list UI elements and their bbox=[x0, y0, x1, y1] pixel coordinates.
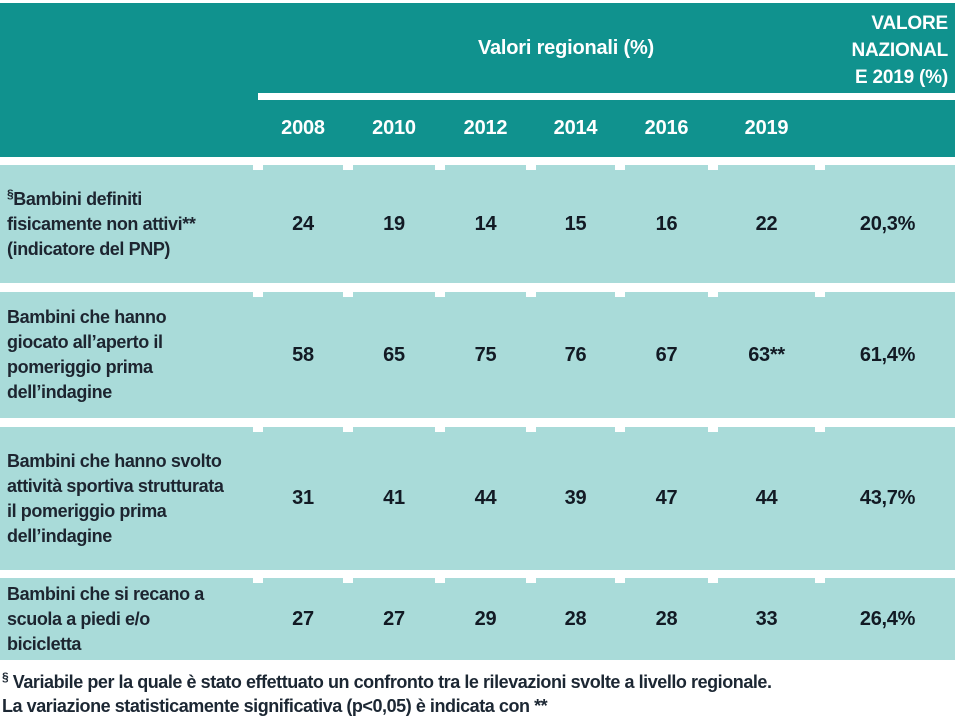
row-separator bbox=[0, 283, 955, 292]
value-cell: 29 bbox=[435, 578, 531, 660]
value-cell: 24 bbox=[253, 165, 348, 283]
table-row: §Bambini definiti fisicamente non attivi… bbox=[0, 165, 955, 283]
national-value-cell: 20,3% bbox=[815, 165, 955, 283]
regional-values-header: Valori regionali (%) bbox=[258, 3, 820, 93]
year-header-2010: 2010 bbox=[348, 100, 440, 157]
value-cell: 41 bbox=[343, 427, 440, 570]
value-cell: 14 bbox=[435, 165, 531, 283]
table-row: Bambini che si recano a scuola a piedi e… bbox=[0, 578, 955, 660]
row-label-text: Bambini definiti fisicamente non attivi*… bbox=[7, 188, 196, 259]
row-label-text: Bambini che hanno giocato all’aperto il … bbox=[7, 307, 167, 402]
value-cell: 75 bbox=[435, 292, 531, 418]
value-cell: 76 bbox=[526, 292, 620, 418]
national-value-cell: 26,4% bbox=[815, 578, 955, 660]
value-cell: 15 bbox=[526, 165, 620, 283]
value-cell: 63** bbox=[708, 292, 820, 418]
footnote-line: La variazione statisticamente significat… bbox=[2, 694, 962, 718]
national-value-header: VALORE NAZIONAL E 2019 (%) bbox=[820, 3, 955, 93]
row-label-text: Bambini che hanno svolto attività sporti… bbox=[7, 450, 224, 546]
data-table: Valori regionali (%) VALORE NAZIONAL E 2… bbox=[0, 3, 955, 660]
year-header-2016: 2016 bbox=[620, 100, 713, 157]
footnote-marker: § bbox=[2, 670, 9, 684]
value-cell: 44 bbox=[435, 427, 531, 570]
value-cell: 58 bbox=[253, 292, 348, 418]
year-header-national-spacer bbox=[820, 100, 955, 157]
value-cell: 22 bbox=[708, 165, 820, 283]
value-cell: 65 bbox=[343, 292, 440, 418]
year-header-row: 2008 2010 2012 2014 2016 2019 bbox=[0, 100, 955, 157]
year-header-spacer bbox=[0, 100, 258, 157]
year-header-2014: 2014 bbox=[531, 100, 620, 157]
header-corner-cell bbox=[0, 3, 258, 93]
row-label: Bambini che hanno giocato all’aperto il … bbox=[0, 292, 258, 418]
row-label: Bambini che hanno svolto attività sporti… bbox=[0, 427, 258, 570]
value-cell: 44 bbox=[708, 427, 820, 570]
row-footnote-marker: § bbox=[7, 186, 14, 201]
row-label: Bambini che si recano a scuola a piedi e… bbox=[0, 578, 258, 660]
value-cell: 19 bbox=[343, 165, 440, 283]
year-header-2019: 2019 bbox=[713, 100, 820, 157]
year-header-2012: 2012 bbox=[440, 100, 531, 157]
row-separator bbox=[0, 157, 955, 165]
year-header-2008: 2008 bbox=[258, 100, 348, 157]
value-cell: 27 bbox=[253, 578, 348, 660]
value-cell: 27 bbox=[343, 578, 440, 660]
footnote-text: La variazione statisticamente significat… bbox=[2, 696, 548, 716]
table-row: Bambini che hanno giocato all’aperto il … bbox=[0, 292, 955, 418]
row-separator bbox=[0, 418, 955, 427]
footnote-text: Variabile per la quale è stato effettuat… bbox=[8, 672, 772, 692]
value-cell: 31 bbox=[253, 427, 348, 570]
value-cell: 28 bbox=[615, 578, 713, 660]
header-divider-line bbox=[0, 93, 955, 100]
value-cell: 16 bbox=[615, 165, 713, 283]
national-value-cell: 61,4% bbox=[815, 292, 955, 418]
row-label-text: Bambini che si recano a scuola a piedi e… bbox=[7, 583, 204, 654]
value-cell: 33 bbox=[708, 578, 820, 660]
table-row: Bambini che hanno svolto attività sporti… bbox=[0, 427, 955, 570]
footnotes: § Variabile per la quale è stato effettu… bbox=[0, 660, 962, 718]
footnote-line: § Variabile per la quale è stato effettu… bbox=[2, 665, 962, 694]
row-label: §Bambini definiti fisicamente non attivi… bbox=[0, 165, 258, 283]
table-header-top: Valori regionali (%) VALORE NAZIONAL E 2… bbox=[0, 3, 955, 93]
national-value-cell: 43,7% bbox=[815, 427, 955, 570]
value-cell: 39 bbox=[526, 427, 620, 570]
row-separator bbox=[0, 570, 955, 578]
value-cell: 47 bbox=[615, 427, 713, 570]
value-cell: 28 bbox=[526, 578, 620, 660]
value-cell: 67 bbox=[615, 292, 713, 418]
